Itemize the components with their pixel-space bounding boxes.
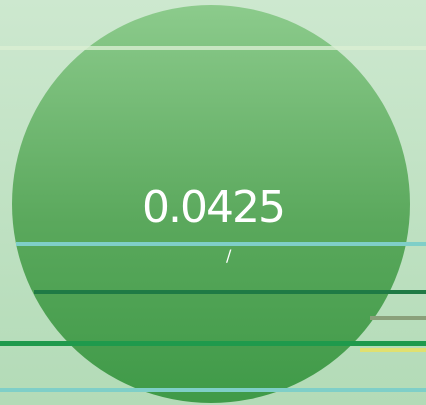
glitch-line xyxy=(0,46,426,50)
glitch-line xyxy=(360,348,426,352)
circle xyxy=(12,5,410,403)
value: 0.0425 xyxy=(142,182,286,233)
glitch-line xyxy=(370,316,426,320)
sub-label: / xyxy=(226,246,232,265)
glitch-line xyxy=(16,242,426,246)
glitch-line xyxy=(34,290,426,294)
glitch-line xyxy=(0,388,426,392)
glitch-line xyxy=(0,341,426,346)
